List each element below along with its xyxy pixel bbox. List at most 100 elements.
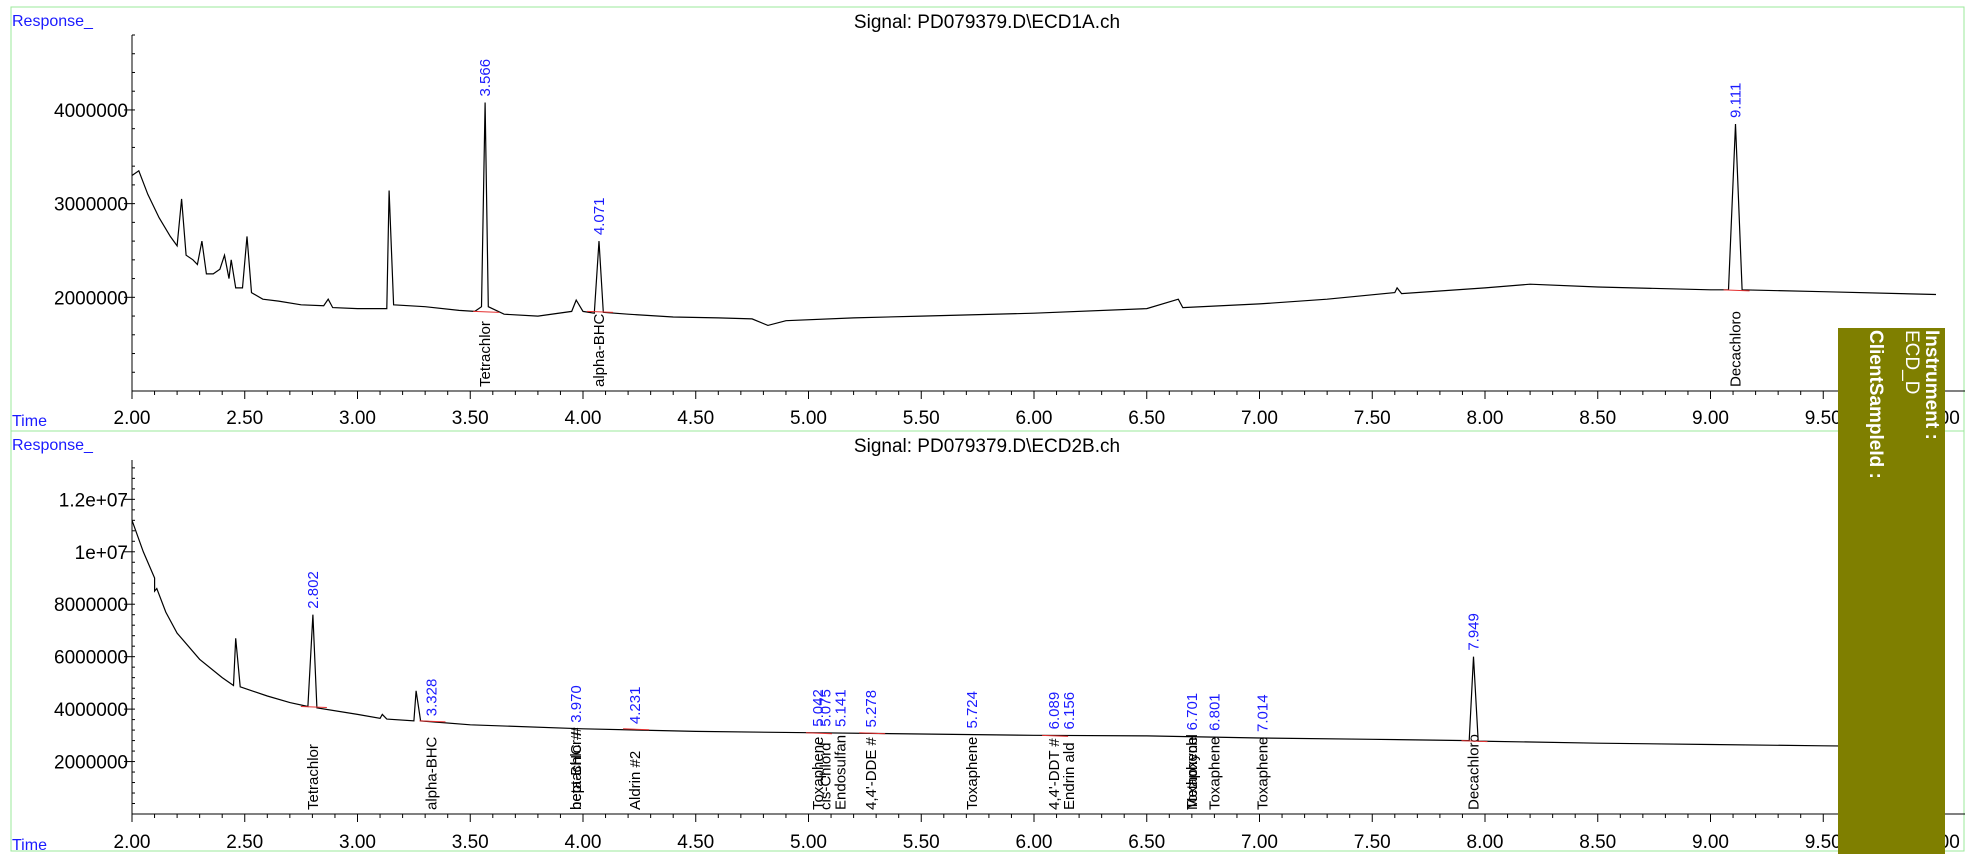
x-tick-label: 9.00 bbox=[1692, 408, 1729, 429]
x-tick-label: 4.50 bbox=[677, 408, 714, 429]
x-tick-label: 2.00 bbox=[114, 408, 151, 429]
x-tick-label: 8.50 bbox=[1579, 408, 1616, 429]
peak-compound-label-2: alpha-BHC bbox=[423, 736, 440, 810]
x-tick-label: 4.50 bbox=[677, 832, 714, 853]
peak-compound-label-17: Decachloro bbox=[1465, 734, 1482, 810]
sidebar-background bbox=[1838, 328, 1945, 854]
peak-rt-label-3: 9.111 bbox=[1728, 83, 1745, 118]
y-axis-label: Response_ bbox=[12, 13, 94, 30]
signal-trace bbox=[131, 520, 1937, 748]
peak-rt-label-12: 6.156 bbox=[1061, 692, 1078, 730]
x-tick-label: 4.00 bbox=[565, 408, 602, 429]
peak-rt-label-2: 4.071 bbox=[591, 198, 608, 236]
x-tick-label: 9.50 bbox=[1805, 832, 1842, 853]
x-tick-label: 8.00 bbox=[1467, 408, 1504, 429]
peak-compound-label-13: Toxaphene bbox=[1184, 737, 1201, 810]
x-tick-label: 5.50 bbox=[903, 408, 940, 429]
x-tick-label: 2.00 bbox=[114, 832, 151, 853]
client-sample-id-label: ClientSampleId : bbox=[1865, 330, 1886, 479]
instrument-sidebar: Instrument :ECD_D ClientSampleId : bbox=[1838, 328, 1945, 854]
baseline-segment bbox=[1042, 734, 1069, 737]
y-tick-label: 4000000 bbox=[54, 101, 128, 122]
peak-compound-label-2: alpha-BHC bbox=[591, 313, 608, 387]
x-tick-label: 8.00 bbox=[1467, 832, 1504, 853]
y-tick-label: 1e+07 bbox=[75, 543, 128, 564]
x-tick-label: 5.00 bbox=[790, 832, 827, 853]
peak-compound-label-1: Tetrachlor bbox=[477, 321, 494, 387]
baseline-segment bbox=[859, 732, 886, 735]
instrument-label: Instrument : bbox=[1921, 330, 1942, 440]
peak-rt-label-11: 6.089 bbox=[1046, 692, 1063, 730]
x-axis-label: Time bbox=[12, 413, 47, 430]
peak-rt-label-2: 3.328 bbox=[423, 679, 440, 717]
x-tick-label: 6.00 bbox=[1016, 408, 1053, 429]
x-tick-label: 8.50 bbox=[1579, 832, 1616, 853]
peak-rt-label-8: 5.141 bbox=[832, 689, 849, 727]
x-tick-label: 7.00 bbox=[1241, 408, 1278, 429]
x-tick-label: 2.50 bbox=[226, 832, 263, 853]
peak-compound-label-11: 4,4'-DDT # bbox=[1046, 738, 1063, 810]
peak-rt-label-5: 4.231 bbox=[627, 687, 644, 725]
x-tick-label: 5.50 bbox=[903, 832, 940, 853]
peak-rt-label-13: 6.701 bbox=[1184, 693, 1201, 731]
chart-title: Signal: PD079379.D\ECD2B.ch bbox=[854, 436, 1120, 457]
peak-compound-label-1: Tetrachlor bbox=[305, 744, 322, 810]
peak-compound-label-12: Endrin ald bbox=[1061, 742, 1078, 810]
signal-trace bbox=[131, 102, 1937, 327]
y-tick-label: 6000000 bbox=[54, 648, 128, 669]
baseline-segment bbox=[473, 310, 500, 313]
x-tick-label: 3.50 bbox=[452, 832, 489, 853]
peak-compound-label-5: Aldrin #2 bbox=[627, 751, 644, 810]
x-tick-label: 2.50 bbox=[226, 408, 263, 429]
x-tick-label: 6.00 bbox=[1016, 832, 1053, 853]
y-tick-label: 2000000 bbox=[54, 753, 128, 774]
baseline-segment bbox=[419, 720, 446, 723]
peak-compound-label-8: Endosulfan bbox=[832, 735, 849, 810]
x-tick-label: 9.00 bbox=[1692, 832, 1729, 853]
x-tick-label: 4.00 bbox=[565, 832, 602, 853]
peak-rt-label-17: 7.949 bbox=[1465, 613, 1482, 651]
peak-compound-label-10: Toxaphene bbox=[964, 737, 981, 810]
x-tick-label: 6.50 bbox=[1128, 408, 1165, 429]
chromatogram-panel-2: Signal: PD079379.D\ECD2B.ch Response_ Time… bbox=[10, 430, 1965, 854]
peak-rt-label-1: 3.566 bbox=[477, 59, 494, 97]
y-axis-label: Response_ bbox=[12, 437, 94, 454]
x-tick-label: 7.50 bbox=[1354, 832, 1391, 853]
peak-compound-label-3: beta-BHC # bbox=[568, 731, 585, 810]
y-tick-label: 2000000 bbox=[54, 288, 128, 309]
x-tick-label: 3.00 bbox=[339, 832, 376, 853]
x-tick-label: 5.00 bbox=[790, 408, 827, 429]
x-tick-label: 9.50 bbox=[1805, 408, 1842, 429]
x-tick-label: 7.50 bbox=[1354, 408, 1391, 429]
baseline-segment bbox=[1723, 289, 1750, 292]
peak-rt-label-10: 5.724 bbox=[964, 691, 981, 729]
peak-rt-label-9: 5.278 bbox=[863, 690, 880, 728]
y-tick-label: 1.2e+07 bbox=[59, 490, 128, 511]
y-tick-label: 8000000 bbox=[54, 595, 128, 616]
x-tick-label: 3.00 bbox=[339, 408, 376, 429]
peak-compound-label-3: Decachloro bbox=[1728, 311, 1745, 387]
panel-frame bbox=[10, 6, 1965, 432]
baseline-segment bbox=[586, 310, 614, 313]
peak-rt-label-16: 7.014 bbox=[1255, 694, 1272, 732]
instrument-value: ECD_D bbox=[1901, 330, 1922, 394]
peak-rt-label-1: 2.802 bbox=[305, 571, 322, 609]
chromatogram-panel-1: Signal: PD079379.D\ECD1A.ch Response_ Time… bbox=[10, 6, 1965, 432]
y-tick-label: 4000000 bbox=[54, 700, 128, 721]
peak-rt-label-3: 3.970 bbox=[568, 685, 585, 723]
y-tick-label: 3000000 bbox=[54, 195, 128, 216]
x-axis-label: Time bbox=[12, 837, 47, 854]
panel-frame bbox=[10, 430, 1965, 852]
peak-rt-label-15: 6.801 bbox=[1207, 693, 1224, 731]
peak-compound-label-14: Methoxychl bbox=[1184, 734, 1201, 810]
baseline-segment bbox=[805, 732, 832, 735]
baseline-segment bbox=[1461, 740, 1488, 743]
chart-title: Signal: PD079379.D\ECD1A.ch bbox=[854, 12, 1120, 33]
peak-compound-label-4: heptachlor # bbox=[568, 727, 585, 810]
peak-compound-label-9: 4,4'-DDE # bbox=[863, 736, 880, 810]
x-tick-label: 7.00 bbox=[1241, 832, 1278, 853]
peak-compound-label-15: Toxaphene bbox=[1207, 737, 1224, 810]
baseline-segment bbox=[623, 728, 650, 731]
x-tick-label: 3.50 bbox=[452, 408, 489, 429]
